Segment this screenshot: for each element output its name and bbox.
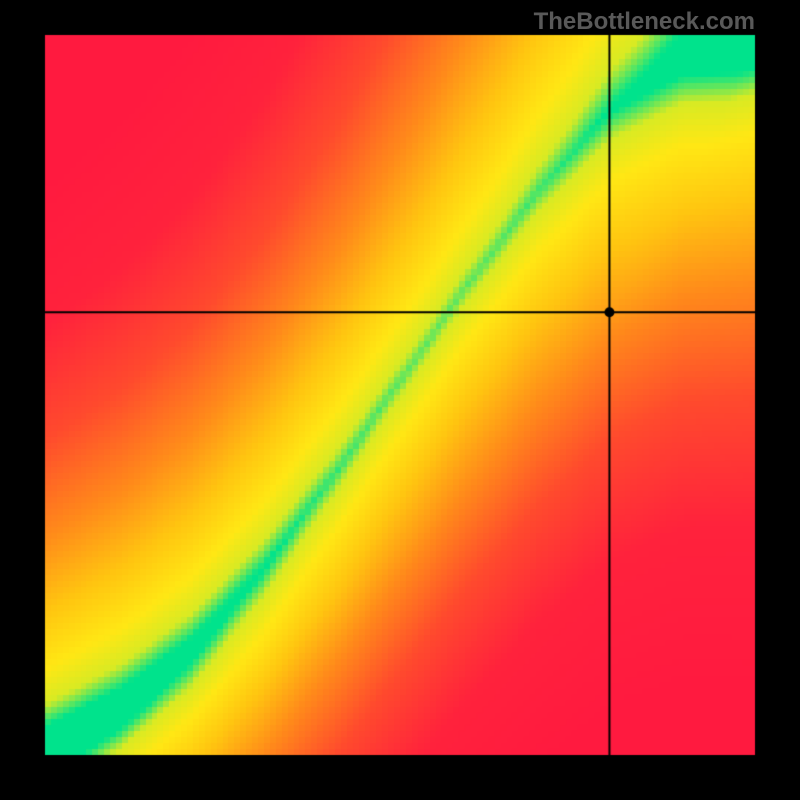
watermark-label: TheBottleneck.com: [534, 8, 755, 36]
chart-container: TheBottleneck.com: [0, 0, 800, 800]
bottleneck-heatmap: [0, 0, 800, 800]
